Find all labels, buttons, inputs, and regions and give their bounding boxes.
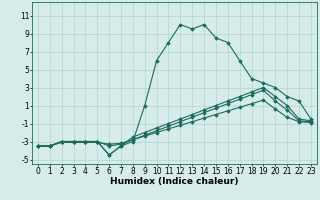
- X-axis label: Humidex (Indice chaleur): Humidex (Indice chaleur): [110, 177, 239, 186]
